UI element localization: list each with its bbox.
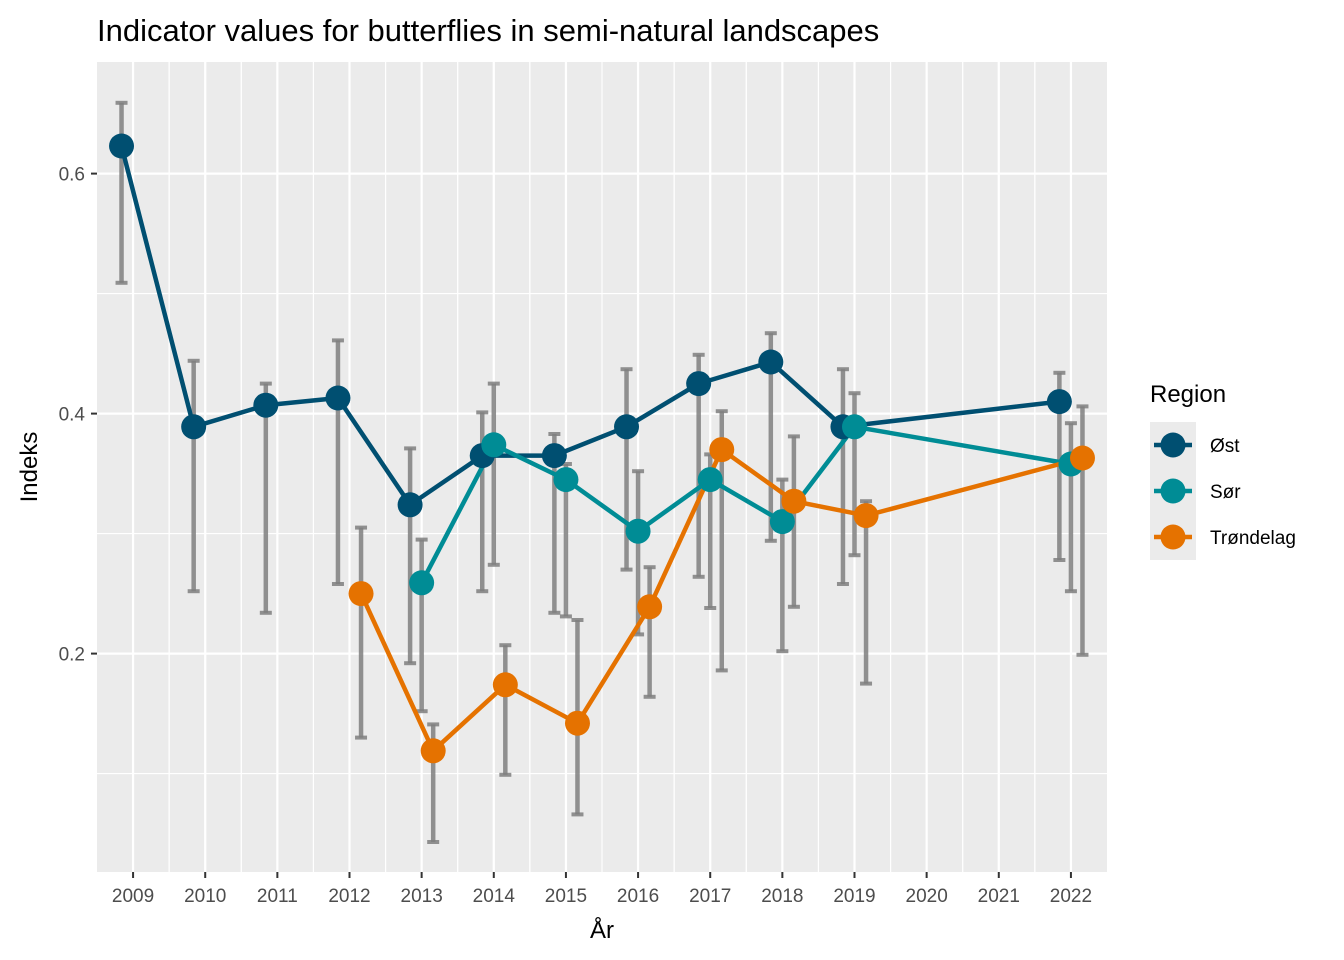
data-point	[709, 437, 735, 463]
error-bar	[487, 381, 500, 567]
y-tick-label: 0.6	[59, 165, 85, 186]
error-bar	[415, 537, 428, 714]
x-axis: 2009 2010 2011 2012 2013 2014 2015 2016 2017 2018…	[112, 872, 1092, 907]
data-point	[769, 509, 795, 535]
data-point	[781, 488, 807, 514]
data-point	[1046, 389, 1072, 415]
legend-label: Sør	[1210, 482, 1241, 503]
data-point	[614, 414, 640, 440]
gridlines	[97, 62, 1107, 872]
x-tick-label: 2022	[1050, 886, 1092, 907]
error-bar	[620, 367, 633, 572]
data-point	[564, 710, 590, 736]
x-tick-label: 2014	[473, 886, 516, 907]
x-tick-label: 2013	[401, 886, 443, 907]
legend-key-point	[1160, 478, 1186, 504]
data-point	[842, 414, 867, 440]
error-bar	[404, 446, 417, 666]
data-point	[181, 414, 207, 440]
legend-label: Trøndelag	[1210, 528, 1296, 549]
x-tick-label: 2017	[689, 886, 731, 907]
x-axis-title: År	[590, 916, 614, 944]
error-bar	[1064, 421, 1077, 594]
x-tick-label: 2020	[906, 886, 948, 907]
data-point	[758, 349, 784, 375]
data-point	[853, 503, 879, 529]
x-tick-label: 2011	[257, 886, 298, 907]
data-point	[253, 392, 279, 418]
x-tick-label: 2018	[761, 886, 803, 907]
data-point	[109, 133, 135, 159]
x-tick-label: 2010	[184, 886, 226, 907]
data-point	[409, 570, 435, 596]
data-point	[348, 581, 374, 607]
x-tick-label: 2009	[112, 886, 154, 907]
chart-title: Indicator values for butterflies in semi…	[97, 13, 879, 48]
data-point	[1069, 445, 1095, 471]
data-point	[541, 443, 567, 469]
x-tick-label: 2015	[545, 886, 587, 907]
error-bar	[355, 525, 368, 740]
error-bars	[115, 100, 1089, 844]
data-point	[481, 432, 507, 458]
error-bar	[776, 477, 789, 654]
y-tick-label: 0.4	[59, 405, 86, 426]
data-point	[686, 371, 712, 397]
legend-title: Region	[1150, 381, 1226, 408]
data-point	[420, 738, 446, 764]
data-point	[553, 467, 579, 493]
series-points	[109, 133, 1095, 764]
error-bar	[836, 367, 849, 586]
error-bar	[187, 358, 200, 594]
x-tick-label: 2021	[978, 886, 1020, 907]
error-bar	[643, 565, 656, 699]
x-tick-label: 2012	[328, 886, 370, 907]
error-bar	[860, 499, 873, 686]
x-tick-label: 2016	[617, 886, 659, 907]
x-tick-label: 2019	[833, 886, 875, 907]
data-point	[637, 594, 663, 620]
error-bar	[259, 381, 272, 615]
legend-key-point	[1160, 524, 1186, 550]
error-bar	[499, 643, 512, 777]
data-point	[625, 518, 651, 544]
data-point	[397, 492, 423, 518]
y-axis: 0.2 0.4 0.6	[59, 165, 97, 666]
error-bar	[331, 338, 344, 586]
data-point	[492, 672, 518, 698]
series-line	[419, 424, 1072, 584]
y-tick-label: 0.2	[59, 645, 85, 666]
y-axis-title: Indeks	[16, 432, 43, 503]
error-bar	[115, 100, 128, 285]
legend-key-point	[1160, 432, 1186, 458]
data-point	[697, 467, 723, 493]
legend: Region Øst Sør Trøndelag	[1150, 381, 1296, 560]
data-point	[325, 385, 351, 411]
legend-label: Øst	[1210, 436, 1240, 457]
